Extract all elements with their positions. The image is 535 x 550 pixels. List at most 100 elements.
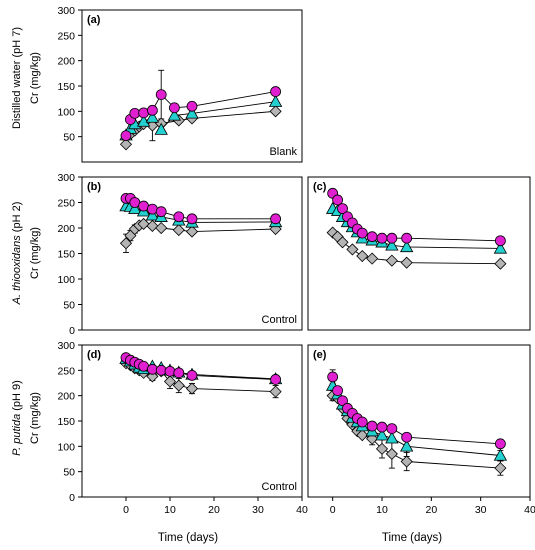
- data-point-diamond: [155, 221, 168, 235]
- x-axis-label-left: Time (days): [158, 532, 218, 544]
- data-point-triangle: [145, 208, 160, 221]
- data-point-circle: [401, 431, 413, 443]
- data-point-circle: [168, 102, 180, 114]
- panel-annotation: Control: [262, 314, 297, 326]
- y-tick-label: 150: [57, 249, 75, 261]
- row-label-a-main: Distilled water (pH 7): [11, 27, 23, 129]
- y-tick-label: 50: [63, 300, 75, 312]
- series-line-diamond: [125, 110, 276, 145]
- data-point-triangle: [399, 439, 414, 452]
- data-point-diamond: [400, 256, 413, 269]
- data-point-circle: [327, 371, 339, 383]
- data-point-triangle: [493, 241, 508, 254]
- panel-d: 0 50 100 150 200 250 300 0 10 20 30 40 (d) Control: [57, 340, 308, 516]
- data-point-circle: [337, 203, 348, 215]
- row-label-b-italic: A. thiooxidans: [11, 235, 23, 306]
- data-point-circle: [120, 130, 132, 142]
- data-point-triangle: [145, 110, 160, 123]
- data-point-circle: [356, 416, 368, 428]
- x-tick-label: 40: [524, 504, 535, 516]
- data-point-diamond: [375, 442, 389, 455]
- row-label-d-italic: P. putida: [11, 414, 23, 456]
- data-point-diamond: [336, 236, 349, 249]
- data-point-circle: [386, 232, 398, 244]
- panel-label: (c): [313, 181, 327, 193]
- data-point-circle: [366, 420, 378, 432]
- data-point-triangle: [136, 114, 151, 127]
- y-tick-label: 300: [57, 5, 75, 17]
- x-tick-label: 30: [252, 504, 264, 516]
- data-point-diamond: [356, 249, 369, 263]
- data-point-triangle: [128, 201, 142, 214]
- data-point-diamond: [494, 257, 507, 270]
- row-label-d-unit: Cr (mg/kg): [29, 392, 41, 444]
- data-point-circle: [332, 194, 344, 206]
- y-tick-label: 300: [57, 340, 75, 352]
- data-point-diamond: [269, 105, 282, 118]
- x-tick-label: 0: [330, 504, 336, 516]
- data-point-diamond: [269, 385, 282, 398]
- data-point-diamond: [400, 455, 413, 468]
- data-point-circle: [386, 423, 398, 435]
- data-point-circle: [332, 385, 344, 397]
- x-tick-label: 10: [376, 504, 388, 516]
- row-label-b-unit: Cr (mg/kg): [29, 227, 41, 279]
- panel-label: (e): [313, 349, 327, 361]
- row-label-d-plain: (pH 9): [11, 380, 23, 414]
- data-point-circle: [366, 231, 378, 243]
- data-point-triangle: [154, 122, 168, 135]
- data-point-circle: [186, 369, 198, 381]
- x-tick-label: 30: [475, 504, 487, 516]
- data-point-circle: [356, 227, 368, 239]
- data-point-triangle: [493, 448, 508, 461]
- row-label-a-unit: Cr (mg/kg): [29, 52, 41, 104]
- data-point-diamond: [385, 254, 398, 267]
- panel-annotation: Control: [262, 481, 297, 493]
- y-tick-label: 100: [57, 441, 75, 453]
- data-point-diamond: [185, 382, 199, 395]
- x-tick-label: 0: [123, 504, 129, 516]
- data-point-diamond: [137, 217, 150, 230]
- x-tick-label: 20: [208, 504, 220, 516]
- data-point-diamond: [172, 379, 185, 392]
- x-axis-label-right: Time (days): [382, 532, 442, 544]
- data-point-circle: [164, 365, 176, 377]
- data-point-circle: [376, 421, 388, 433]
- data-point-circle: [376, 232, 388, 244]
- data-point-circle: [494, 235, 506, 247]
- data-point-diamond: [146, 219, 159, 233]
- data-point-circle: [270, 86, 282, 97]
- y-tick-label: 300: [57, 172, 75, 184]
- data-point-diamond: [119, 237, 133, 250]
- y-tick-label: 100: [57, 106, 75, 118]
- data-point-circle: [155, 206, 167, 218]
- y-tick-label: 250: [57, 365, 75, 377]
- data-point-triangle: [385, 431, 399, 444]
- x-tick-label: 20: [425, 504, 437, 516]
- y-tick-label: 200: [57, 391, 75, 403]
- data-point-diamond: [356, 429, 369, 442]
- panel-label: (b): [87, 181, 101, 193]
- y-tick-label: 100: [57, 274, 75, 286]
- data-point-circle: [146, 104, 158, 116]
- data-point-diamond: [119, 138, 133, 151]
- data-point-circle: [155, 89, 167, 101]
- data-point-circle: [270, 213, 282, 225]
- data-point-triangle: [268, 94, 283, 107]
- data-point-diamond: [366, 252, 379, 265]
- y-tick-label: 250: [57, 198, 75, 210]
- panel-annotation: Blank: [269, 146, 297, 158]
- data-point-circle: [270, 374, 282, 385]
- panel-label: (d): [87, 349, 101, 361]
- data-point-diamond: [185, 225, 199, 238]
- plot-frame: [307, 176, 531, 331]
- data-point-triangle: [167, 108, 182, 121]
- data-point-circle: [337, 395, 348, 407]
- panel-e: 0 10 20 30 40 (e): [307, 344, 535, 516]
- y-tick-label: 50: [63, 132, 75, 144]
- data-point-triangle: [385, 238, 399, 251]
- plot-frame: [307, 344, 531, 498]
- y-tick-label: 250: [57, 30, 75, 42]
- y-tick-label: 200: [57, 56, 75, 68]
